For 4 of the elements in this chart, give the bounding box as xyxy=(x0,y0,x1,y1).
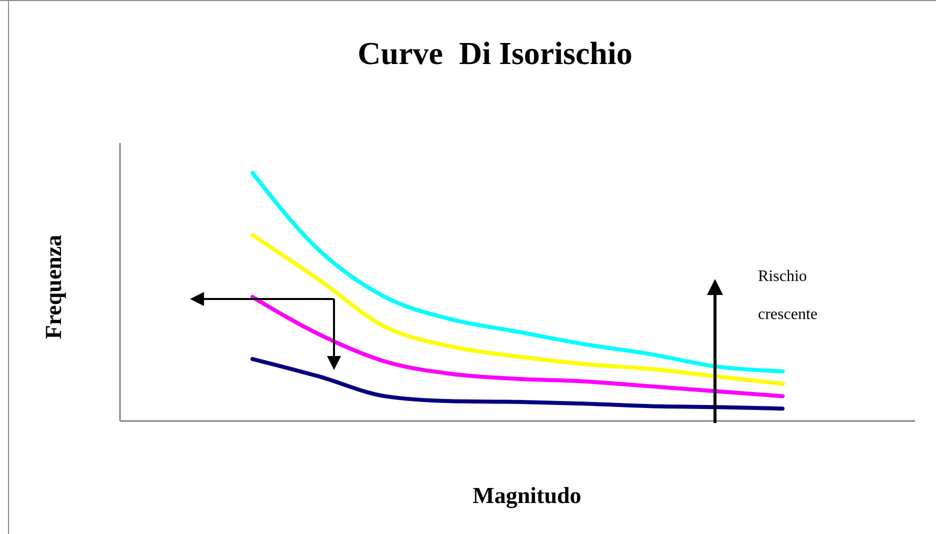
x-axis-title: Magnitudo xyxy=(472,483,582,509)
chart-title: Curve Di Isorischio xyxy=(358,35,632,71)
y-axis-title: Frequenza xyxy=(41,234,66,340)
text: Rischio crescente xyxy=(758,268,818,323)
